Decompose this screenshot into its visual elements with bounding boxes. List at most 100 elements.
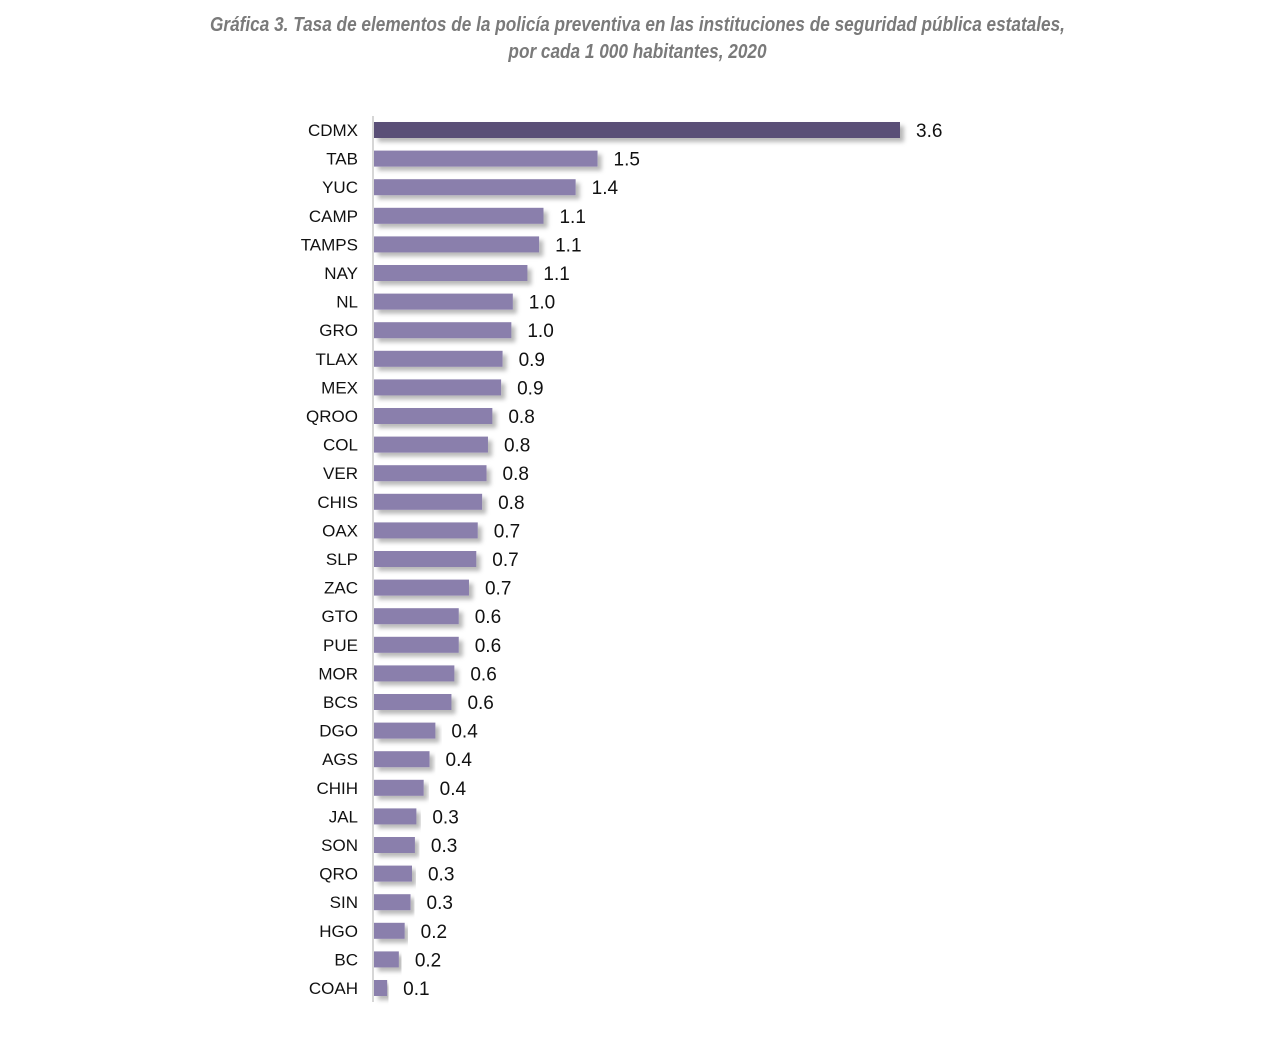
chart-title: Gráfica 3. Tasa de elementos de la polic…: [89, 12, 1186, 66]
value-label-qroo: 0.8: [508, 407, 534, 428]
category-label-qroo: QROO: [306, 407, 358, 426]
category-label-mex: MEX: [321, 378, 358, 397]
value-label-zac: 0.7: [485, 579, 511, 600]
category-label-slp: SLP: [326, 550, 358, 569]
category-label-zac: ZAC: [324, 579, 358, 598]
category-label-tab: TAB: [326, 150, 358, 169]
value-label-cdmx: 3.6: [916, 121, 942, 142]
value-label-qro: 0.3: [428, 865, 454, 886]
category-labels: CDMX TAB YUC CAMP TAMPS NAY NL GRO TLAX MEX QROO CO…: [301, 121, 358, 998]
bar-bc: [374, 951, 399, 968]
category-label-son: SON: [321, 836, 358, 855]
bars-group: [374, 122, 900, 996]
value-label-bc: 0.2: [415, 950, 441, 971]
value-label-tab: 1.5: [614, 150, 640, 171]
bar-sin: [374, 894, 411, 911]
bar-mex: [374, 379, 502, 396]
bar-qroo: [374, 408, 493, 424]
value-label-slp: 0.7: [492, 550, 518, 571]
value-label-oax: 0.7: [494, 521, 520, 542]
bar-nl: [374, 293, 513, 310]
value-label-sin: 0.3: [427, 893, 453, 914]
category-label-yuc: YUC: [322, 178, 358, 197]
bar-zac: [374, 579, 469, 596]
category-label-chis: CHIS: [317, 493, 358, 512]
value-label-jal: 0.3: [432, 807, 458, 828]
chart-title-line-1: Gráfica 3. Tasa de elementos de la polic…: [210, 14, 1065, 36]
value-label-chih: 0.4: [440, 779, 467, 800]
category-label-cdmx: CDMX: [308, 121, 358, 140]
bar-chih: [374, 779, 424, 796]
bar-gto: [374, 608, 459, 625]
category-label-bcs: BCS: [323, 693, 358, 712]
bar-ver: [374, 465, 487, 482]
category-label-tamps: TAMPS: [301, 235, 358, 254]
bar-mor: [374, 665, 455, 682]
value-label-chis: 0.8: [498, 493, 524, 514]
value-label-son: 0.3: [431, 836, 457, 857]
category-label-jal: JAL: [329, 807, 358, 826]
category-label-nay: NAY: [324, 264, 358, 283]
category-label-sin: SIN: [330, 893, 358, 912]
category-label-ver: VER: [323, 464, 358, 483]
bar-pue: [374, 636, 459, 653]
value-label-mor: 0.6: [470, 664, 496, 685]
value-label-coah: 0.1: [403, 979, 429, 1000]
category-label-camp: CAMP: [309, 207, 358, 226]
category-label-tlax: TLAX: [315, 350, 358, 369]
value-label-gto: 0.6: [475, 607, 501, 628]
category-label-gro: GRO: [319, 321, 358, 340]
category-label-gto: GTO: [321, 607, 358, 626]
category-label-dgo: DGO: [319, 722, 358, 741]
bar-gro: [374, 322, 512, 339]
bar-chis: [374, 493, 483, 510]
category-label-col: COL: [323, 436, 358, 455]
bar-son: [374, 837, 415, 853]
value-labels: 3.6 1.5 1.4 1.1 1.1 1.1 1.0 1.0 0.9 0.9 0.8 0.8 0.8 0…: [403, 121, 942, 1000]
value-label-nay: 1.1: [543, 264, 569, 285]
category-label-pue: PUE: [323, 636, 358, 655]
bar-tamps: [374, 236, 540, 253]
bar-tab: [374, 150, 598, 167]
category-label-nl: NL: [336, 293, 358, 312]
value-label-nl: 1.0: [529, 293, 555, 314]
bar-cdmx: [374, 122, 900, 138]
category-label-qro: QRO: [319, 865, 358, 884]
bar-oax: [374, 522, 478, 539]
bar-dgo: [374, 722, 436, 739]
bar-camp: [374, 207, 544, 224]
value-label-ags: 0.4: [446, 750, 473, 771]
category-label-hgo: HGO: [319, 922, 358, 941]
category-label-bc: BC: [334, 950, 358, 969]
value-label-gro: 1.0: [527, 321, 553, 342]
bar-coah: [374, 980, 388, 996]
category-label-chih: CHIH: [316, 779, 358, 798]
value-label-mex: 0.9: [517, 378, 543, 399]
value-label-hgo: 0.2: [421, 922, 447, 943]
value-label-ver: 0.8: [503, 464, 529, 485]
bar-ags: [374, 751, 430, 768]
value-label-tamps: 1.1: [555, 235, 581, 256]
bar-tlax: [374, 350, 503, 367]
bar-jal: [374, 808, 417, 825]
value-label-yuc: 1.4: [592, 178, 619, 199]
chart-title-line-2: por cada 1 000 habitantes, 2020: [508, 41, 767, 63]
bar-slp: [374, 551, 477, 567]
bar-bcs: [374, 694, 452, 710]
bar-col: [374, 436, 488, 453]
category-label-ags: AGS: [322, 750, 358, 769]
value-label-bcs: 0.6: [467, 693, 493, 714]
value-label-camp: 1.1: [559, 207, 585, 228]
category-label-mor: MOR: [318, 664, 358, 683]
category-label-coah: COAH: [309, 979, 358, 998]
bar-yuc: [374, 179, 576, 196]
value-label-pue: 0.6: [475, 636, 501, 657]
bar-hgo: [374, 922, 405, 939]
bar-nay: [374, 265, 528, 281]
bar-qro: [374, 865, 412, 882]
category-label-oax: OAX: [322, 521, 358, 540]
value-label-tlax: 0.9: [519, 350, 545, 371]
value-label-dgo: 0.4: [451, 722, 478, 743]
value-label-col: 0.8: [504, 436, 530, 457]
